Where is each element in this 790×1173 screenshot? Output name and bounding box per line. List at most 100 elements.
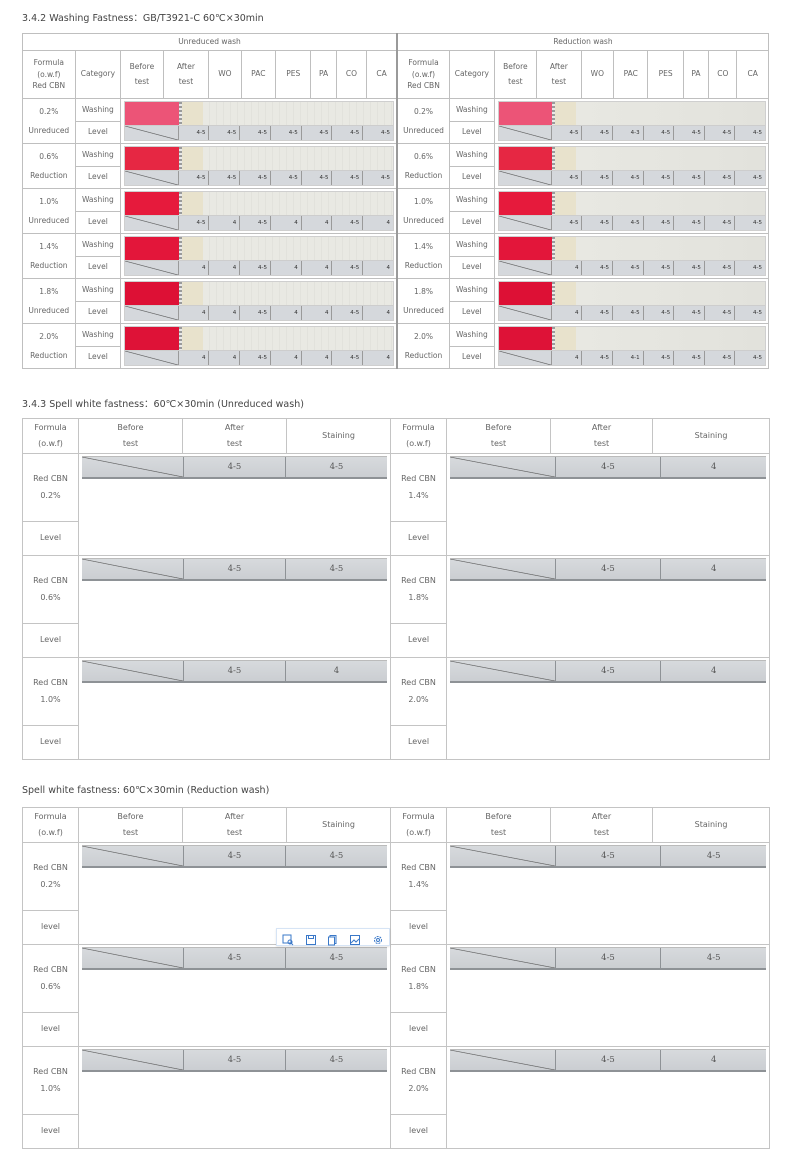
spell-swatch: 4-5 4-5 [82, 845, 387, 868]
staining-header: Staining [286, 807, 391, 843]
concentration: 0.2% [39, 106, 59, 116]
grade-value: 4-5 [674, 171, 705, 185]
staining-grade: 4 [710, 666, 717, 676]
level-label: Level [22, 725, 79, 760]
save-icon[interactable] [305, 931, 317, 945]
spell-swatch: 4-5 4 [82, 660, 387, 683]
image-icon[interactable] [349, 931, 361, 945]
grade-value: 4-5 [380, 175, 390, 181]
before-test-header: Before test [78, 807, 183, 843]
swatch-strip-cell: 4-5 4-5 4-3 4-5 4-5 4-5 4-5 [493, 98, 770, 144]
spell-swatch: 4-5 4-5 [450, 947, 766, 970]
grade-value: 4-5 [753, 220, 763, 226]
section-title-spell-white-unreduced: 3.4.3 Spell white fastness：60℃×30min (Un… [22, 399, 304, 410]
wool-swatch [181, 327, 204, 350]
formula-cell: 0.2% Unreduced [22, 98, 76, 144]
category-washing: Washing [449, 233, 495, 257]
level-label: level [390, 1114, 447, 1149]
concentration: 1.4% [408, 490, 429, 500]
spell-sample-row: Red CBN 0.2% 4-5 4-5 Red CBN 1.4% 4-5 4-5 [22, 842, 770, 945]
level-diagonal [82, 846, 184, 866]
concentration: 1.8% [413, 286, 434, 296]
swatch-strip-cell: 4-5 4-5 4-5 4-5 4-5 4-5 4-5 [493, 188, 770, 234]
dye-name: Red CBN [401, 964, 436, 974]
concentration: 2.0% [39, 331, 59, 341]
formula-cell: Red CBN 1.4% [390, 842, 447, 911]
dye-name: Red CBN [33, 1066, 68, 1076]
grade-value: 4 [386, 355, 390, 361]
copy-icon[interactable] [327, 931, 339, 946]
formula-header-line: Formula [408, 58, 439, 68]
multifiber-swatch [576, 327, 765, 350]
formula-cell: 1.8% Unreduced [395, 278, 451, 324]
category-level: Level [449, 166, 495, 189]
grade-value: 4-5 [209, 171, 241, 185]
formula-header-line: (o.w.f) [38, 439, 63, 448]
wool-swatch [181, 237, 204, 260]
level-diagonal [498, 306, 552, 320]
grade-value: 4-5 [674, 306, 705, 320]
formula-cell: Red CBN 1.8% [390, 944, 447, 1013]
staining-grade: 4-5 [329, 851, 344, 861]
concentration: 1.8% [408, 981, 429, 991]
after-test-header-line: test [593, 828, 610, 837]
dyed-fabric-swatch [498, 192, 552, 215]
gear-icon[interactable] [372, 931, 384, 944]
spell-swatch-cell: 4-5 4 [446, 1046, 770, 1149]
formula-cell: Red CBN 0.6% [22, 555, 79, 624]
formula-cell: Red CBN 2.0% [390, 1046, 447, 1115]
formula-cell: 1.0% Unreduced [22, 188, 76, 234]
level-diagonal [498, 126, 552, 140]
before-test-header: Before test [446, 418, 551, 454]
grade-value: 4-5 [644, 261, 675, 275]
formula-cell: 1.4% Reduction [395, 233, 451, 279]
level-diagonal [450, 846, 556, 866]
formula-cell: 1.4% Reduction [22, 233, 76, 279]
spell-swatch: 4-5 4 [450, 558, 766, 581]
after-test-grade: 4-5 [556, 661, 662, 681]
grade-value: 4-5 [705, 216, 736, 230]
grade-value: 4 [271, 351, 302, 365]
image-search-icon[interactable] [282, 931, 294, 946]
level-diagonal [498, 216, 552, 230]
fabric-swatch-strip: 4-5 4-5 4-5 4-5 4-5 4-5 4-5 [124, 101, 394, 141]
staining-header: Staining [652, 418, 770, 454]
spell-swatch: 4-5 4-5 [82, 1049, 387, 1072]
wash-type: Unreduced [28, 216, 70, 225]
before-test-header-line: Before [485, 812, 512, 822]
dye-name: Red CBN [401, 1066, 436, 1076]
fabric-swatch-strip: 4-5 4-5 4-5 4-5 4-5 4-5 4-5 [497, 191, 766, 231]
level-label: Level [390, 521, 447, 556]
grade-value: 4-5 [674, 216, 705, 230]
level-label: Level [390, 623, 447, 658]
grade-value: 4-5 [644, 171, 675, 185]
concentration: 0.2% [413, 106, 434, 116]
washing-row: 2.0% Reduction Washing 4 4 4-5 4 4 4-5 4 2.0% Reduc… [22, 323, 770, 369]
category-level: Level [449, 121, 495, 144]
before-header-line: Before [129, 62, 155, 72]
fiber-header-ca: CA [736, 50, 769, 99]
grade-value: 4 [552, 261, 583, 275]
level-diagonal [450, 457, 556, 477]
grade-value: 4-3 [613, 126, 644, 140]
spell-level-row: level level [22, 1114, 770, 1149]
staining-grade: 4-5 [329, 953, 344, 963]
level-diagonal [82, 559, 184, 579]
dye-name: Red CBN [401, 473, 436, 483]
wash-type: Reduction [30, 351, 68, 360]
formula-header: Formula (o.w.f) [22, 418, 79, 454]
after-test-header-line: After [591, 423, 612, 433]
swatch-strip-cell: 4 4 4-5 4 4 4-5 4 [120, 278, 398, 324]
multifiber-swatch [203, 327, 393, 350]
level-diagonal [498, 351, 552, 365]
spell-sample-row: Red CBN 0.6% 4-5 4-5 Red CBN 1.8% 4-5 4-5 [22, 944, 770, 1047]
grade-value: 4 [271, 261, 302, 275]
spell-sample-row: Red CBN 0.6% 4-5 4-5 Red CBN 1.8% 4-5 4 [22, 555, 770, 658]
spell-swatch-cell: 4-5 4 [446, 657, 770, 760]
level-diagonal [125, 216, 179, 230]
staining-grade: 4-5 [329, 1055, 344, 1065]
category-header: Category [449, 50, 495, 99]
multifiber-swatch [576, 192, 765, 215]
dyed-fabric-swatch [125, 237, 179, 260]
concentration: 1.0% [40, 1083, 61, 1093]
